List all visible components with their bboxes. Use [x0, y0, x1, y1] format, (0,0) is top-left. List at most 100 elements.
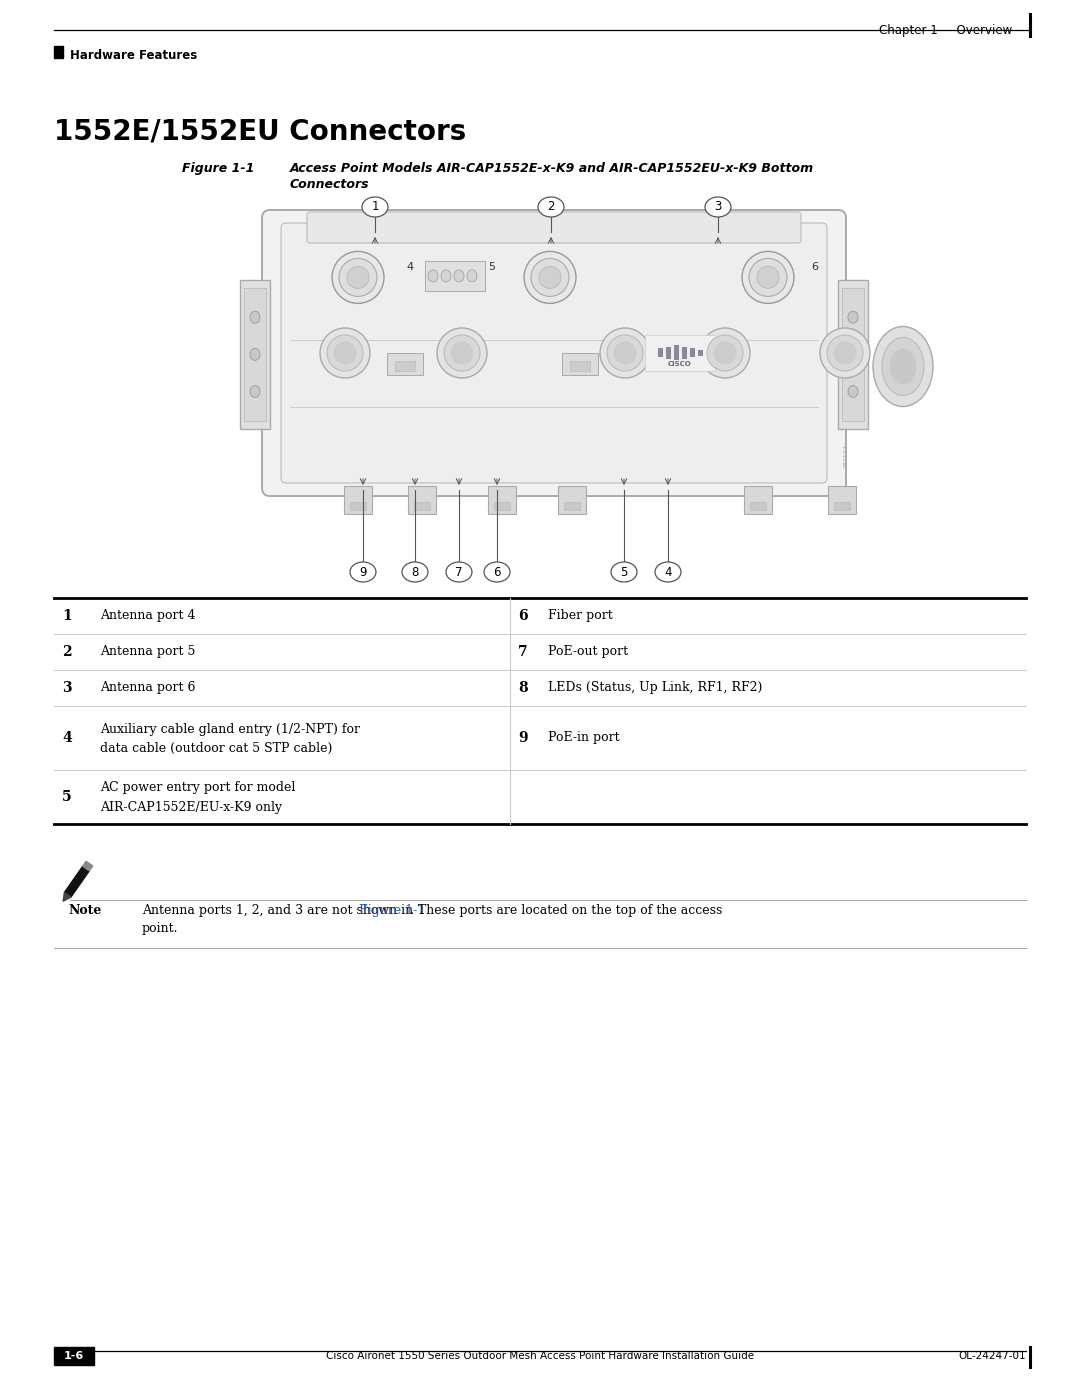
- Text: Antenna ports 1, 2, and 3 are not shown in: Antenna ports 1, 2, and 3 are not shown …: [141, 904, 417, 916]
- Text: Antenna port 4: Antenna port 4: [100, 609, 195, 623]
- Ellipse shape: [437, 328, 487, 379]
- Bar: [674, 345, 679, 360]
- Text: 5: 5: [62, 789, 71, 805]
- Text: 3: 3: [62, 680, 71, 694]
- Bar: [54, 46, 63, 59]
- Ellipse shape: [347, 267, 369, 288]
- Text: 4: 4: [664, 566, 672, 578]
- Text: 9: 9: [360, 566, 367, 578]
- Text: Figure 1-1: Figure 1-1: [360, 904, 426, 916]
- Bar: [558, 486, 586, 514]
- Ellipse shape: [484, 562, 510, 583]
- Ellipse shape: [848, 312, 858, 323]
- Bar: [488, 486, 516, 514]
- Bar: [408, 486, 436, 514]
- Text: data cable (outdoor cat 5 STP cable): data cable (outdoor cat 5 STP cable): [100, 742, 333, 754]
- Ellipse shape: [827, 335, 863, 372]
- Ellipse shape: [249, 386, 260, 398]
- Text: Antenna port 5: Antenna port 5: [100, 645, 195, 658]
- Bar: [564, 502, 580, 510]
- Ellipse shape: [539, 267, 561, 288]
- Ellipse shape: [428, 270, 438, 282]
- Text: 9: 9: [518, 731, 528, 745]
- Ellipse shape: [848, 386, 858, 398]
- Text: AC power entry port for model: AC power entry port for model: [100, 781, 295, 795]
- Text: 7: 7: [456, 566, 462, 578]
- Ellipse shape: [882, 338, 924, 395]
- Ellipse shape: [467, 270, 477, 282]
- Bar: [494, 502, 510, 510]
- Bar: [744, 486, 772, 514]
- Text: LEDs (Status, Up Link, RF1, RF2): LEDs (Status, Up Link, RF1, RF2): [548, 682, 762, 694]
- Ellipse shape: [873, 327, 933, 407]
- Ellipse shape: [742, 251, 794, 303]
- Bar: [681, 346, 687, 359]
- Ellipse shape: [451, 342, 473, 365]
- Text: PoE-out port: PoE-out port: [548, 645, 629, 658]
- Ellipse shape: [524, 251, 576, 303]
- Text: 6: 6: [811, 261, 819, 271]
- Bar: [570, 360, 590, 370]
- Bar: [838, 281, 868, 429]
- Polygon shape: [65, 866, 90, 897]
- Ellipse shape: [362, 197, 388, 217]
- Bar: [690, 348, 696, 358]
- Ellipse shape: [531, 258, 569, 296]
- Bar: [350, 502, 366, 510]
- Ellipse shape: [332, 251, 384, 303]
- Ellipse shape: [654, 562, 681, 583]
- Bar: [698, 351, 703, 356]
- Ellipse shape: [249, 312, 260, 323]
- Ellipse shape: [444, 335, 480, 372]
- Text: 2: 2: [548, 201, 555, 214]
- Text: Antenna port 6: Antenna port 6: [100, 682, 195, 694]
- Ellipse shape: [707, 335, 743, 372]
- Polygon shape: [63, 893, 71, 901]
- Ellipse shape: [339, 258, 377, 296]
- Text: Connectors: Connectors: [291, 177, 369, 191]
- FancyBboxPatch shape: [281, 224, 827, 483]
- Text: 7: 7: [518, 645, 528, 659]
- Bar: [750, 502, 766, 510]
- Text: . These ports are located on the top of the access: . These ports are located on the top of …: [409, 904, 723, 916]
- Text: 2: 2: [62, 645, 71, 659]
- Text: Note: Note: [68, 904, 102, 916]
- Text: Hardware Features: Hardware Features: [70, 49, 198, 61]
- Text: 1-6: 1-6: [64, 1351, 84, 1361]
- Text: 1: 1: [62, 609, 71, 623]
- Ellipse shape: [334, 342, 356, 365]
- Bar: [426, 261, 485, 291]
- Text: 8: 8: [518, 680, 528, 694]
- FancyBboxPatch shape: [307, 212, 801, 243]
- Ellipse shape: [402, 562, 428, 583]
- Bar: [345, 486, 372, 514]
- Polygon shape: [83, 862, 93, 870]
- FancyBboxPatch shape: [262, 210, 846, 496]
- Ellipse shape: [700, 328, 750, 379]
- Text: Cisco Aironet 1550 Series Outdoor Mesh Access Point Hardware Installation Guide: Cisco Aironet 1550 Series Outdoor Mesh A…: [326, 1351, 754, 1361]
- Ellipse shape: [350, 562, 376, 583]
- Text: 1552E/1552EU Connectors: 1552E/1552EU Connectors: [54, 117, 467, 147]
- Ellipse shape: [615, 342, 636, 365]
- Bar: [658, 348, 663, 358]
- Text: AIR-CAP1552E/EU-x-K9 only: AIR-CAP1552E/EU-x-K9 only: [100, 800, 282, 813]
- Text: 3: 3: [714, 201, 721, 214]
- Ellipse shape: [611, 562, 637, 583]
- Text: 5: 5: [620, 566, 627, 578]
- Ellipse shape: [757, 267, 779, 288]
- Bar: [240, 281, 270, 429]
- Text: 4: 4: [406, 261, 414, 271]
- Ellipse shape: [607, 335, 643, 372]
- Bar: [562, 352, 598, 374]
- Bar: [244, 288, 266, 420]
- Text: 1: 1: [372, 201, 379, 214]
- Text: PoE-in port: PoE-in port: [548, 732, 620, 745]
- Ellipse shape: [538, 197, 564, 217]
- Bar: [834, 502, 850, 510]
- Text: 282137: 282137: [843, 444, 848, 468]
- Text: 5: 5: [488, 261, 496, 271]
- Bar: [395, 360, 415, 370]
- Text: 4: 4: [62, 731, 71, 745]
- Text: Chapter 1     Overview: Chapter 1 Overview: [879, 24, 1012, 36]
- Text: CISCO: CISCO: [669, 360, 692, 367]
